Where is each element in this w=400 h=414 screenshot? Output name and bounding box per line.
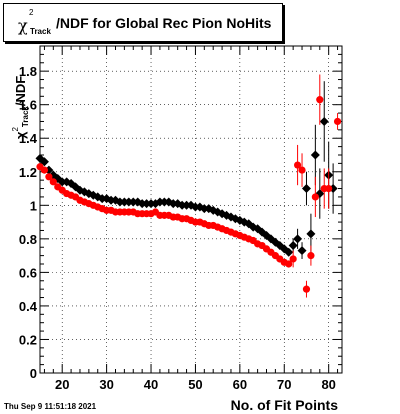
y-axis-label: χ2Track/NDF [11,49,30,139]
data-points [35,74,342,298]
title-chi: χ [18,16,28,35]
data-point-diamond [248,222,258,232]
data-point-circle [325,184,333,193]
data-point-diamond [288,241,298,251]
plot-frame [39,45,343,374]
x-tick-label: 20 [55,377,69,392]
y-tick-label: 1 [30,198,37,213]
data-point-circle [298,166,306,174]
data-point-diamond [284,247,294,257]
data-point-diamond [301,184,311,194]
y-tick-label: 1.2 [19,165,37,180]
chart-title-box: χ 2 Track /NDF for Global Rec Pion NoHit… [3,3,283,42]
data-point-circle [302,285,311,293]
y-axis-label-rest: /NDF [13,75,28,107]
data-point-diamond [319,116,329,126]
data-point-circle [45,173,53,181]
data-point-circle [311,193,319,201]
datestamp: Thu Sep 9 11:51:18 2021 [4,402,97,411]
data-point-circle [285,260,293,268]
data-point-circle [333,117,342,126]
data-point-circle [316,96,324,104]
data-point-diamond [297,246,307,256]
data-point-diamond [306,229,316,239]
data-point-diamond [293,234,303,244]
y-axis-label-superscript: 2 [11,127,20,132]
x-tick-label: 60 [233,377,247,392]
title-text: /NDF for Global Rec Pion NoHits [56,15,272,31]
x-tick-label: 50 [188,377,202,392]
y-tick-label: 0.6 [19,265,37,280]
x-tick-label: 70 [277,377,291,392]
y-tick-label: 1.8 [19,64,37,79]
y-tick-label: 1.4 [19,131,38,146]
grid-lines [40,46,342,373]
title-superscript: 2 [29,8,34,17]
data-point-circle [49,178,57,186]
title-subscript: Track [30,27,51,36]
y-axis-label-subscript: Track [21,106,30,128]
y-axis-label-chi: χ [13,131,28,139]
x-tick-label: 40 [144,377,158,392]
data-point-diamond [310,150,320,160]
axes: 20 30 40 50 60 70 80 0 0.2 0.4 0.6 0.8 1 1.2 1.4 1.6 1.8 [19,45,343,392]
data-point-circle [40,166,49,174]
y-tick-label: 0.8 [19,232,37,247]
y-tick-label: 1.6 [19,98,37,113]
x-tick-label: 30 [99,377,113,392]
y-tick-label: 0.4 [19,299,38,314]
x-tick-label: 80 [321,377,335,392]
y-axis-label-wrap: χ2Track/NDF [2,48,30,139]
x-axis-label: No. of Fit Points [230,397,338,413]
y-tick-label: 0.2 [19,332,37,347]
y-tick-label: 0 [30,366,37,381]
data-point-circle [289,255,297,263]
data-point-circle [293,161,302,169]
data-point-circle [307,252,315,260]
